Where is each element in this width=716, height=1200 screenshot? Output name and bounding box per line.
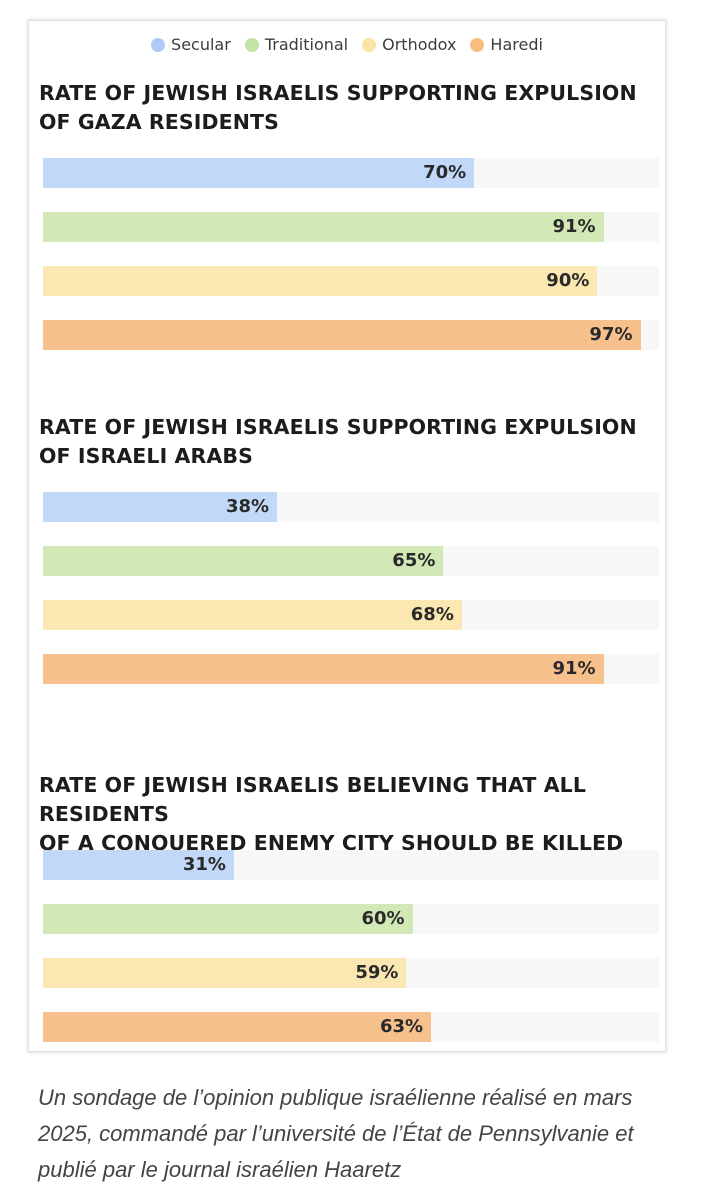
bar-label: 31% [182,854,226,875]
legend-item-orthodox: Orthodox [362,35,456,54]
bar-gaza-traditional: 91% [43,212,604,242]
bar-arabs-secular: 38% [43,492,278,522]
legend-label-orthodox: Orthodox [382,35,457,54]
bar-label: 65% [392,550,436,571]
legend-item-haredi: Haredi [470,35,543,54]
bar-label: 97% [589,324,633,345]
bar-track: 68% [43,600,659,630]
bar-track: 65% [43,546,659,576]
bar-killed-secular: 31% [43,850,234,880]
bar-label: 60% [361,908,405,929]
bar-track: 59% [43,958,659,988]
bar-arabs-orthodox: 68% [43,600,462,630]
bar-arabs-haredi: 91% [43,654,604,684]
bar-track: 70% [43,158,659,188]
bar-label: 68% [410,604,454,625]
figure-caption: Un sondage de l’opinion publique israéli… [38,1085,634,1182]
bar-gaza-haredi: 97% [43,320,641,350]
bar-track: 38% [43,492,659,522]
legend-label-traditional: Traditional [264,35,349,54]
chart-title-gaza: RATE OF JEWISH ISRAELIS SUPPORTING EXPUL… [39,79,659,137]
chart-title-arabs: RATE OF JEWISH ISRAELIS SUPPORTING EXPUL… [39,413,659,471]
legend-swatch-traditional [244,37,259,52]
legend: Secular Traditional Orthodox Haredi [29,35,665,54]
chart-title-arabs-line-1: RATE OF JEWISH ISRAELIS SUPPORTING EXPUL… [39,415,637,439]
legend-swatch-secular [151,37,166,52]
bar-track: 97% [43,320,659,350]
chart-title-killed-line-1: RATE OF JEWISH ISRAELIS BELIEVING THAT A… [39,773,586,826]
bar-label: 38% [225,496,270,517]
bar-label: 63% [379,1016,424,1037]
bar-track: 90% [43,266,659,296]
chart-title-gaza-line-1: RATE OF JEWISH ISRAELIS SUPPORTING EXPUL… [39,81,637,105]
bar-killed-haredi: 63% [43,1012,432,1042]
legend-swatch-haredi [470,37,485,52]
bar-label: 91% [552,658,596,679]
bar-label: 59% [355,962,399,983]
bar-track: 63% [43,1012,659,1042]
bar-label: 91% [552,216,596,237]
legend-swatch-orthodox [362,37,377,52]
bar-label: 70% [423,162,467,183]
bar-track: 31% [43,850,659,880]
chart-title-killed: RATE OF JEWISH ISRAELIS BELIEVING THAT A… [39,771,659,858]
bar-arabs-traditional: 65% [43,546,444,576]
chart-title-gaza-line-2: OF GAZA RESIDENTS [39,110,279,134]
bar-track: 91% [43,654,659,684]
bar-track: 91% [43,212,659,242]
bar-track: 60% [43,904,659,934]
legend-label-haredi: Haredi [490,35,543,54]
bar-gaza-orthodox: 90% [43,266,598,296]
bar-killed-orthodox: 59% [43,958,407,988]
legend-item-traditional: Traditional [244,35,349,54]
chart-title-arabs-line-2: OF ISRAELI ARABS [39,444,253,468]
bar-killed-traditional: 60% [43,904,413,934]
chart-card: Secular Traditional Orthodox Haredi RATE… [28,20,666,1052]
legend-label-secular: Secular [171,35,231,54]
legend-item-secular: Secular [151,35,231,54]
bar-gaza-secular: 70% [43,158,475,188]
bar-label: 90% [546,270,590,291]
